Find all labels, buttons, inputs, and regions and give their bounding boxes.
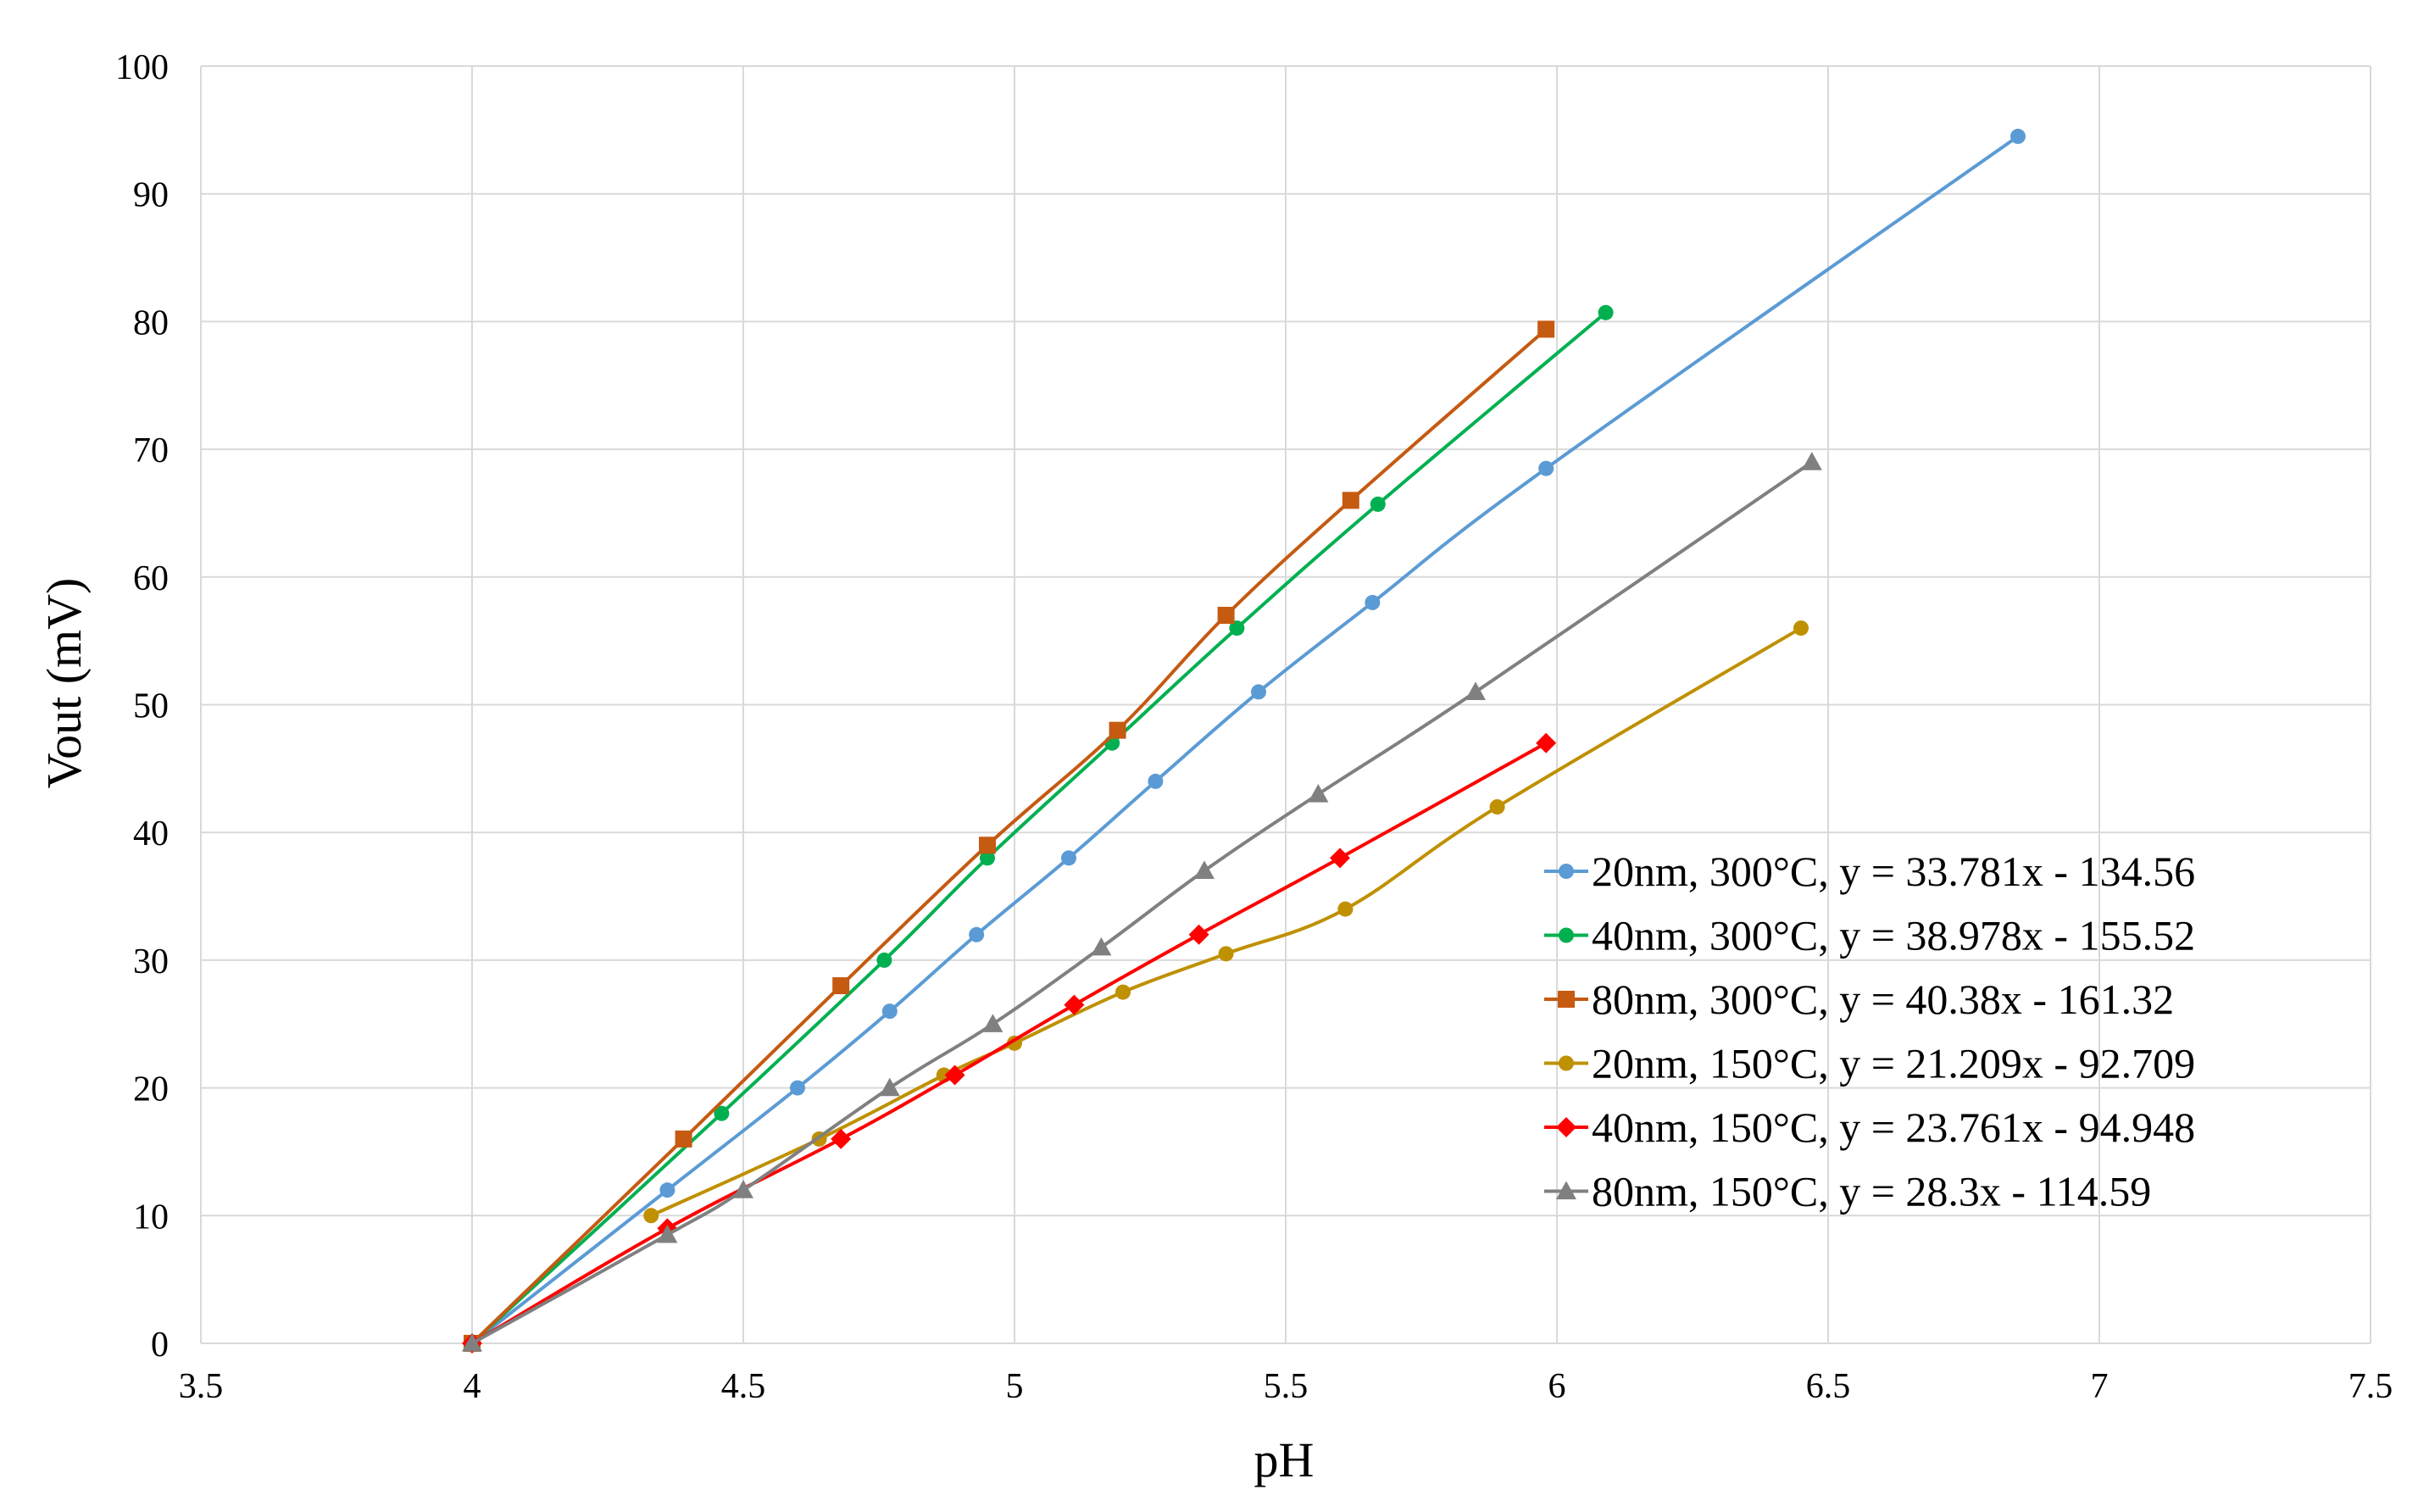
data-point [1115, 984, 1131, 1000]
data-point [790, 1080, 805, 1096]
legend-entry: 40nm, 300°C, y = 38.978x - 155.52 [1544, 912, 2195, 959]
data-point [1218, 946, 1234, 962]
legend-entry: 20nm, 300°C, y = 33.781x - 134.56 [1544, 848, 2195, 895]
x-tick-label: 6 [1548, 1367, 1566, 1406]
data-point [980, 850, 995, 866]
data-point [944, 1065, 965, 1086]
axis-layer: 3.5 4 4.5 5 5.5 6 6.5 7 7.5 0 10 20 30 40 50 60 70 80 90 10… [115, 48, 2393, 1406]
data-point [1598, 304, 1614, 320]
data-point [2010, 128, 2026, 144]
data-point [979, 837, 996, 854]
y-tick-label: 100 [115, 48, 169, 87]
series-6 [462, 452, 1822, 1352]
data-point [879, 1077, 900, 1097]
data-point [1188, 924, 1209, 945]
series-line [470, 310, 1608, 1345]
y-axis-title: Vout (mV) [36, 578, 92, 789]
x-tick-label: 6.5 [1806, 1367, 1851, 1406]
data-point [1109, 721, 1126, 739]
legend-label: 40nm, 150°C, y = 23.761x - 94.948 [1592, 1103, 2195, 1151]
data-point [1330, 848, 1350, 869]
y-tick-label: 20 [133, 1070, 169, 1109]
data-point [1337, 901, 1354, 917]
data-point [1793, 620, 1809, 636]
legend-label: 20nm, 300°C, y = 33.781x - 134.56 [1592, 848, 2195, 895]
legend-label: 80nm, 300°C, y = 40.38x - 161.32 [1592, 976, 2174, 1023]
x-tick-label: 4.5 [721, 1367, 766, 1406]
legend-label: 20nm, 150°C, y = 21.209x - 92.709 [1592, 1040, 2195, 1087]
x-tick-label: 7 [2091, 1367, 2109, 1406]
x-tick-label: 5 [1006, 1367, 1024, 1406]
series-line [649, 626, 1803, 1218]
data-point [876, 952, 892, 968]
data-point [659, 1182, 675, 1198]
data-point [1538, 460, 1554, 476]
y-tick-label: 40 [133, 814, 169, 853]
legend-label: 80nm, 150°C, y = 28.3x - 114.59 [1592, 1168, 2151, 1215]
legend-marker [1559, 927, 1574, 943]
data-point [1194, 860, 1215, 880]
data-point [1217, 607, 1235, 625]
data-point [714, 1105, 730, 1121]
legend-marker [1559, 864, 1574, 879]
x-tick-label: 3.5 [179, 1367, 224, 1406]
series-4 [643, 620, 1809, 1224]
data-point [1536, 732, 1557, 753]
y-tick-label: 60 [133, 559, 169, 598]
legend: 20nm, 300°C, y = 33.781x - 134.56 40nm, 3… [1544, 848, 2195, 1215]
y-tick-label: 10 [133, 1198, 169, 1237]
x-tick-label: 5.5 [1264, 1367, 1309, 1406]
x-axis-title: pH [1254, 1432, 1315, 1487]
series-2 [464, 304, 1614, 1351]
series-line [470, 134, 2020, 1345]
data-point [1061, 850, 1076, 866]
y-tick-label: 0 [151, 1326, 169, 1365]
grid-layer [200, 65, 2371, 1344]
data-point [1801, 452, 1822, 470]
data-point [1091, 937, 1112, 956]
y-tick-label: 90 [133, 176, 169, 215]
data-point [643, 1208, 659, 1224]
data-point [881, 1003, 898, 1020]
data-point [1365, 594, 1381, 610]
data-point [1537, 320, 1555, 338]
data-point [657, 1224, 678, 1243]
data-point [675, 1130, 692, 1148]
legend-entry: 80nm, 300°C, y = 40.38x - 161.32 [1544, 976, 2174, 1023]
data-point [831, 1128, 852, 1149]
data-point [1308, 783, 1329, 803]
legend-marker [1556, 1181, 1576, 1200]
data-point [1342, 492, 1359, 509]
y-tick-label: 50 [133, 687, 169, 726]
data-point [832, 977, 850, 995]
data-point [982, 1014, 1003, 1032]
data-point [1370, 496, 1386, 512]
legend-marker [1558, 991, 1575, 1008]
legend-marker [1556, 1117, 1576, 1137]
y-tick-label: 30 [133, 942, 169, 981]
data-point [1064, 994, 1085, 1015]
y-tick-label: 80 [133, 303, 169, 342]
legend-entry: 80nm, 150°C, y = 28.3x - 114.59 [1544, 1168, 2151, 1215]
data-point [462, 1333, 482, 1352]
data-point [1229, 620, 1245, 636]
series-layer [462, 128, 2026, 1354]
legend-entry: 40nm, 150°C, y = 23.761x - 94.948 [1544, 1103, 2195, 1151]
legend-entry: 20nm, 150°C, y = 21.209x - 92.709 [1544, 1040, 2195, 1087]
data-point [969, 926, 985, 942]
data-point [1148, 773, 1164, 789]
data-point [1251, 684, 1266, 700]
legend-label: 40nm, 300°C, y = 38.978x - 155.52 [1592, 912, 2195, 959]
data-point [733, 1180, 753, 1198]
legend-marker [1559, 1055, 1574, 1071]
y-tick-label: 70 [133, 431, 169, 470]
x-tick-label: 7.5 [2349, 1367, 2393, 1406]
x-tick-label: 4 [464, 1367, 481, 1406]
data-point [1489, 799, 1505, 815]
data-point [1465, 681, 1486, 701]
